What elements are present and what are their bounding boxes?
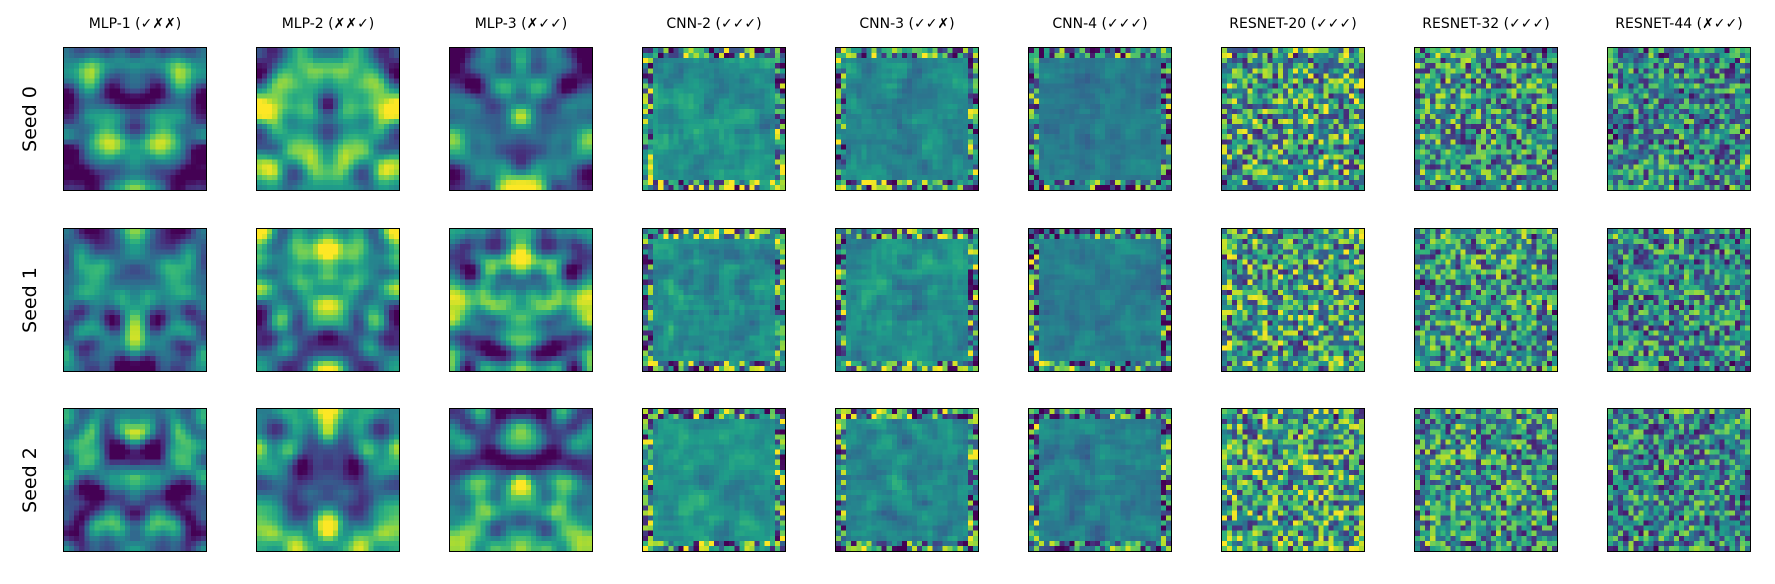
heatmap-panel-seed0-col5 (835, 47, 979, 191)
heatmap-panel-seed2-col4 (642, 408, 786, 552)
heatmap-image (1608, 229, 1750, 371)
heatmap-image (1222, 409, 1364, 551)
heatmap-panel-seed2-col3 (449, 408, 593, 552)
heatmap-image (64, 48, 206, 190)
column-title-1: MLP-1 (✓✗✗) (45, 16, 225, 36)
heatmap-panel-seed0-col6 (1028, 47, 1172, 191)
heatmap-image (1222, 48, 1364, 190)
heatmap-panel-seed2-col8 (1414, 408, 1558, 552)
heatmap-image (450, 409, 592, 551)
heatmap-panel-seed1-col8 (1414, 228, 1558, 372)
heatmap-image (836, 48, 978, 190)
row-label-text-1: Seed 1 (19, 267, 41, 333)
heatmap-image (1222, 229, 1364, 371)
heatmap-image (1608, 48, 1750, 190)
heatmap-panel-seed0-col8 (1414, 47, 1558, 191)
heatmap-panel-seed2-col2 (256, 408, 400, 552)
row-label-text-2: Seed 2 (19, 447, 41, 513)
heatmap-panel-seed1-col7 (1221, 228, 1365, 372)
heatmap-panel-seed0-col4 (642, 47, 786, 191)
heatmap-panel-seed2-col9 (1607, 408, 1751, 552)
heatmap-panel-seed0-col1 (63, 47, 207, 191)
heatmap-image (643, 409, 785, 551)
heatmap-image (1029, 409, 1171, 551)
column-title-6: CNN-4 (✓✓✓) (1010, 16, 1190, 36)
heatmap-panel-seed2-col5 (835, 408, 979, 552)
row-label-text-0: Seed 0 (19, 86, 41, 152)
heatmap-image (1608, 409, 1750, 551)
heatmap-image (64, 409, 206, 551)
heatmap-image (257, 409, 399, 551)
heatmap-panel-seed1-col3 (449, 228, 593, 372)
heatmap-panel-seed2-col6 (1028, 408, 1172, 552)
heatmap-image (836, 229, 978, 371)
heatmap-image (643, 48, 785, 190)
heatmap-panel-seed1-col4 (642, 228, 786, 372)
heatmap-panel-seed0-col9 (1607, 47, 1751, 191)
heatmap-image (1029, 229, 1171, 371)
heatmap-panel-seed0-col7 (1221, 47, 1365, 191)
column-title-7: RESNET-20 (✓✓✓) (1203, 16, 1383, 36)
heatmap-panel-seed1-col6 (1028, 228, 1172, 372)
heatmap-panel-seed2-col1 (63, 408, 207, 552)
heatmap-image (257, 229, 399, 371)
heatmap-panel-seed1-col5 (835, 228, 979, 372)
column-title-2: MLP-2 (✗✗✓) (238, 16, 418, 36)
heatmap-panel-seed1-col9 (1607, 228, 1751, 372)
heatmap-image (1029, 48, 1171, 190)
heatmap-panel-seed1-col2 (256, 228, 400, 372)
heatmap-image (1415, 229, 1557, 371)
heatmap-panel-seed2-col7 (1221, 408, 1365, 552)
heatmap-image (450, 229, 592, 371)
column-title-4: CNN-2 (✓✓✓) (624, 16, 804, 36)
column-title-3: MLP-3 (✗✓✓) (431, 16, 611, 36)
heatmap-image (450, 48, 592, 190)
column-title-9: RESNET-44 (✗✓✓) (1589, 16, 1769, 36)
heatmap-panel-seed1-col1 (63, 228, 207, 372)
heatmap-image (836, 409, 978, 551)
heatmap-panel-seed0-col3 (449, 47, 593, 191)
heatmap-panel-seed0-col2 (256, 47, 400, 191)
column-title-5: CNN-3 (✓✓✗) (817, 16, 997, 36)
heatmap-image (1415, 48, 1557, 190)
heatmap-image (64, 229, 206, 371)
heatmap-image (643, 229, 785, 371)
heatmap-image (257, 48, 399, 190)
column-title-8: RESNET-32 (✓✓✓) (1396, 16, 1576, 36)
heatmap-image (1415, 409, 1557, 551)
